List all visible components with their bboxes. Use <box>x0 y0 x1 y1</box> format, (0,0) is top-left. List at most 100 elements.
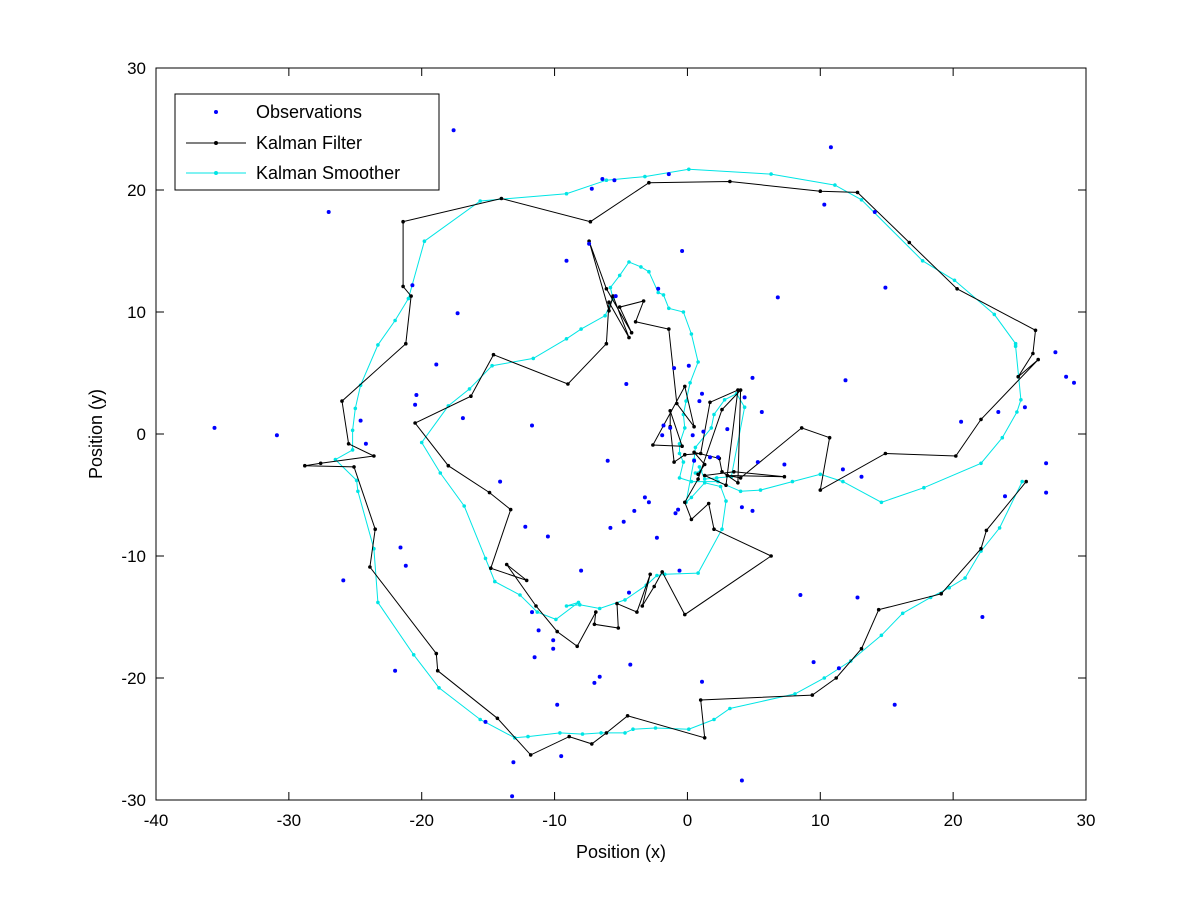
smoother-point <box>406 296 411 301</box>
observation-point <box>326 210 331 214</box>
filter-point <box>675 401 679 406</box>
smoother-point <box>696 360 700 364</box>
filter-point <box>352 465 356 469</box>
observation-point <box>564 258 569 263</box>
observation-point <box>483 719 488 724</box>
filter-point <box>575 644 579 649</box>
observation-point <box>642 495 647 500</box>
smoother-point <box>483 556 488 561</box>
observation-point <box>393 668 398 673</box>
y-tick-label: -10 <box>121 547 146 566</box>
observation-point <box>1003 494 1007 499</box>
x-axis-label: Position (x) <box>576 842 666 862</box>
filter-point <box>738 388 743 392</box>
observation-point <box>511 760 516 765</box>
filter-point <box>698 451 703 456</box>
smoother-point <box>818 472 823 477</box>
observation-point <box>654 535 659 540</box>
smoother-point <box>728 706 732 711</box>
observation-point <box>555 702 560 707</box>
smoother-point <box>576 600 581 605</box>
smoother-point <box>647 269 651 274</box>
observation-point <box>358 418 363 423</box>
smoother-point <box>758 488 763 492</box>
observation-point <box>716 455 720 460</box>
observation-point <box>592 680 597 685</box>
filter-point <box>592 622 597 627</box>
observation-point <box>775 295 780 300</box>
legend-marker-filter <box>214 141 218 145</box>
filter-point <box>555 629 559 634</box>
smoother-point <box>992 312 997 317</box>
smoother-point <box>627 260 631 264</box>
observation-point <box>646 500 651 505</box>
smoother-point <box>689 479 694 484</box>
x-tick-label: 20 <box>944 811 963 830</box>
smoother-point <box>790 479 795 484</box>
observation-point <box>551 638 556 643</box>
smoother-point <box>693 445 698 450</box>
smoother-point <box>639 265 643 269</box>
smoother-point <box>722 398 727 402</box>
observation-point <box>725 427 730 432</box>
filter-point <box>1024 479 1028 484</box>
filter-point <box>641 299 646 303</box>
y-tick-label: 10 <box>127 303 146 322</box>
filter-point <box>528 753 533 757</box>
observation-point <box>545 534 550 539</box>
smoother-point <box>518 593 522 597</box>
filter-point <box>668 409 672 413</box>
observation-point <box>759 410 764 414</box>
smoother-point <box>376 343 380 347</box>
smoother-point <box>564 337 569 341</box>
filter-point <box>738 476 743 480</box>
smoother-point <box>653 726 658 730</box>
filter-point <box>827 435 832 440</box>
observation-point <box>589 186 594 191</box>
filter-point <box>346 442 351 446</box>
filter-point <box>702 736 707 740</box>
smoother-point <box>526 734 530 739</box>
observation-point <box>680 249 685 253</box>
observation-point <box>532 655 537 660</box>
smoother-point <box>681 460 686 464</box>
observation-point <box>600 177 605 181</box>
smoother-point <box>677 442 682 446</box>
x-tick-label: -40 <box>144 811 169 830</box>
y-axis-label: Position (y) <box>86 389 106 479</box>
observation-point <box>701 429 706 434</box>
filter-point <box>607 309 611 313</box>
observation-point <box>341 578 346 583</box>
filter-point <box>401 219 405 224</box>
filter-point <box>696 477 700 481</box>
smoother-point <box>922 485 926 490</box>
observation-point <box>798 593 803 597</box>
filter-point <box>318 461 323 466</box>
observation-point <box>579 568 584 573</box>
smoother-point <box>608 285 613 290</box>
filter-series <box>303 179 1040 757</box>
observation-point <box>1064 374 1069 379</box>
legend-label-observations: Observations <box>256 102 362 122</box>
filter-point <box>409 294 413 298</box>
smoother-point <box>438 471 443 475</box>
observation-point <box>673 511 678 516</box>
filter-point <box>508 507 513 512</box>
filter-point <box>616 626 621 630</box>
smoother-point <box>531 356 536 361</box>
smoother-point <box>467 387 472 391</box>
observation-point <box>523 524 528 529</box>
y-tick-label: 30 <box>127 59 146 78</box>
filter-point <box>769 554 773 558</box>
observation-point <box>398 545 403 550</box>
filter-point <box>491 352 496 357</box>
smoother-point <box>643 174 647 179</box>
observation-point <box>700 679 704 684</box>
smoother-point <box>677 476 682 480</box>
smoother-point <box>720 527 724 531</box>
filter-point <box>859 646 864 651</box>
filter-point <box>588 219 593 224</box>
filter-point <box>724 483 728 488</box>
filter-point <box>372 454 376 458</box>
observation-point <box>739 505 744 510</box>
